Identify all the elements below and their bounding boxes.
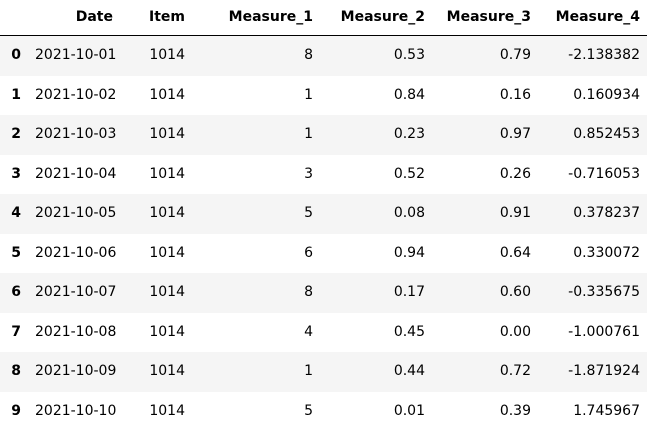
cell-date-row1: 2021-10-02 [35,86,117,103]
column-header-measure_3: Measure_3 [432,0,538,36]
table-row: 3 2021-10-04 1014 3 0.52 0.26 -0.716053 [0,154,647,194]
table-row: 1 2021-10-02 1014 1 0.84 0.16 0.160934 [0,75,647,115]
cell-date-row5: 2021-10-06 [35,244,117,261]
cell-measure_2-row2: 0.23 [393,126,425,142]
row-index: 0 [11,47,21,63]
cell-measure_3-row8: 0.72 [499,363,531,379]
cell-measure_1-row7: 4 [304,323,313,340]
cell-measure_4-row9: 1.745967 [573,402,640,419]
cell-measure_4-row8: -1.871924 [568,363,640,379]
cell-item-row9: 1014 [149,402,185,419]
row-index: 2 [11,126,21,142]
column-header-measure_1: Measure_1 [192,0,320,36]
cell-item-row2: 1014 [149,126,185,142]
cell-date-row9: 2021-10-10 [35,402,117,419]
index-column-header [0,0,28,36]
row-index: 8 [11,363,21,379]
cell-measure_1-row6: 8 [304,284,313,300]
cell-measure_1-row4: 5 [304,205,313,221]
cell-measure_3-row1: 0.16 [499,86,531,103]
cell-item-row1: 1014 [149,86,185,103]
cell-measure_1-row3: 3 [304,165,313,182]
cell-measure_3-row2: 0.97 [499,126,531,142]
cell-measure_3-row0: 0.79 [499,47,531,63]
cell-measure_3-row7: 0.00 [499,323,531,340]
cell-measure_2-row8: 0.44 [393,363,425,379]
table-row: 5 2021-10-06 1014 6 0.94 0.64 0.330072 [0,233,647,273]
cell-date-row8: 2021-10-09 [35,363,117,379]
row-index: 1 [11,86,21,103]
cell-measure_3-row3: 0.26 [499,165,531,182]
row-index: 5 [11,244,21,261]
cell-measure_4-row1: 0.160934 [573,86,640,103]
cell-measure_1-row0: 8 [304,47,313,63]
table-row: 0 2021-10-01 1014 8 0.53 0.79 -2.138382 [0,35,647,76]
cell-measure_1-row8: 1 [304,363,313,379]
row-index: 9 [11,402,21,419]
table-row: 8 2021-10-09 1014 1 0.44 0.72 -1.871924 [0,352,647,392]
row-index: 4 [11,205,21,221]
cell-measure_2-row0: 0.53 [393,47,425,63]
cell-date-row2: 2021-10-03 [35,126,117,142]
cell-date-row4: 2021-10-05 [35,205,117,221]
cell-measure_2-row1: 0.84 [393,86,425,103]
cell-date-row3: 2021-10-04 [35,165,117,182]
cell-item-row7: 1014 [149,323,185,340]
cell-measure_2-row7: 0.45 [393,323,425,340]
cell-date-row0: 2021-10-01 [35,47,117,63]
cell-measure_4-row0: -2.138382 [568,47,640,63]
cell-date-row7: 2021-10-08 [35,323,117,340]
cell-measure_1-row5: 6 [304,244,313,261]
cell-measure_2-row4: 0.08 [393,205,425,221]
cell-item-row3: 1014 [149,165,185,182]
row-index: 7 [11,323,21,340]
cell-item-row4: 1014 [149,205,185,221]
cell-measure_2-row3: 0.52 [393,165,425,182]
table-body: 0 2021-10-01 1014 8 0.53 0.79 -2.138382 1 2021-1… [0,35,647,431]
table-row: 6 2021-10-07 1014 8 0.17 0.60 -0.335675 [0,273,647,313]
table-row: 2 2021-10-03 1014 1 0.23 0.97 0.852453 [0,115,647,155]
cell-item-row8: 1014 [149,363,185,379]
cell-measure_2-row6: 0.17 [393,284,425,300]
cell-measure_3-row6: 0.60 [499,284,531,300]
cell-measure_2-row5: 0.94 [393,244,425,261]
cell-measure_2-row9: 0.01 [393,402,425,419]
cell-date-row6: 2021-10-07 [35,284,117,300]
table-header: Date Item Measure_1 Measure_2 Measure_3 Measu… [0,0,647,36]
row-index: 3 [11,165,21,182]
cell-measure_4-row7: -1.000761 [568,323,640,340]
cell-measure_4-row4: 0.378237 [573,205,640,221]
cell-measure_1-row1: 1 [304,86,313,103]
cell-measure_4-row3: -0.716053 [568,165,640,182]
cell-measure_3-row4: 0.91 [499,205,531,221]
header-row: Date Item Measure_1 Measure_2 Measure_3 Measu… [0,0,647,36]
table-row: 4 2021-10-05 1014 5 0.08 0.91 0.378237 [0,194,647,234]
cell-measure_1-row9: 5 [304,402,313,419]
row-index: 6 [11,284,21,300]
column-header-date: Date [28,0,120,36]
table-row: 9 2021-10-10 1014 5 0.01 0.39 1.745967 [0,391,647,431]
cell-item-row0: 1014 [149,47,185,63]
column-header-item: Item [120,0,192,36]
cell-item-row6: 1014 [149,284,185,300]
cell-measure_4-row2: 0.852453 [573,126,640,142]
cell-measure_3-row5: 0.64 [499,244,531,261]
cell-measure_1-row2: 1 [304,126,313,142]
cell-item-row5: 1014 [149,244,185,261]
column-header-measure_2: Measure_2 [320,0,432,36]
table-row: 7 2021-10-08 1014 4 0.45 0.00 -1.000761 [0,312,647,352]
cell-measure_4-row5: 0.330072 [573,244,640,261]
column-header-measure_4: Measure_4 [538,0,647,36]
cell-measure_3-row9: 0.39 [499,402,531,419]
cell-measure_4-row6: -0.335675 [568,284,640,300]
